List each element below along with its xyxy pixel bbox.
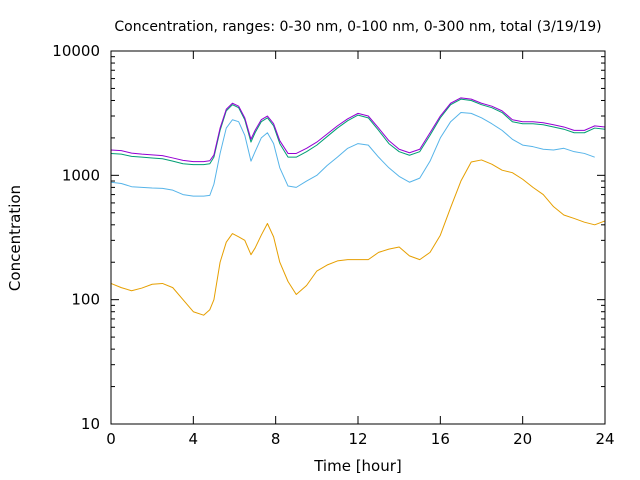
x-tick-label: 24	[595, 430, 614, 448]
axis-ticks	[110, 50, 606, 425]
y-tick-label: 1000	[62, 166, 100, 184]
y-tick-label: 10	[81, 415, 100, 433]
y-tick-label: 10000	[52, 42, 100, 60]
series-line-4	[110, 97, 606, 163]
x-tick-label: 0	[106, 430, 116, 448]
series-line-1	[110, 159, 606, 316]
y-tick-label: 100	[71, 291, 100, 309]
x-tick-label: 16	[431, 430, 450, 448]
x-tick-label: 8	[271, 430, 281, 448]
x-axis-label: Time [hour]	[313, 457, 402, 475]
series-line-2	[110, 112, 595, 197]
series-layer	[110, 97, 606, 316]
plot-frame	[110, 50, 606, 425]
chart-title: Concentration, ranges: 0-30 nm, 0-100 nm…	[114, 19, 601, 35]
series-line-3	[110, 98, 606, 166]
y-axis-label: Concentration	[6, 185, 24, 291]
x-tick-label: 12	[348, 430, 367, 448]
x-tick-label: 20	[513, 430, 532, 448]
x-tick-label: 4	[189, 430, 199, 448]
axis-tick-labels: 0 4 8 12 16 20 24 10 100 1000 10000	[52, 42, 614, 448]
